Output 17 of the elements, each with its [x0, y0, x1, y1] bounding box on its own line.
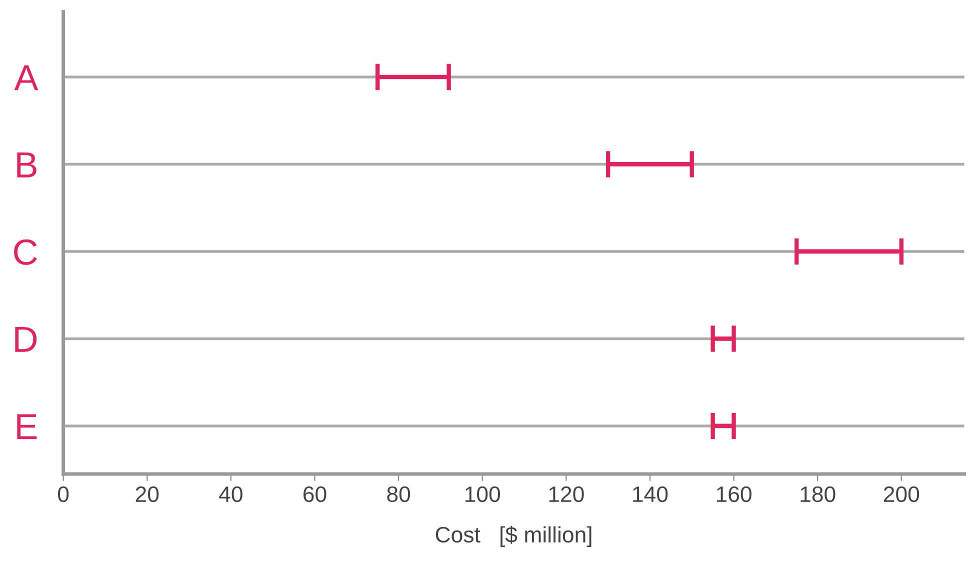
x-tick-label: 120	[549, 486, 584, 502]
x-tick-label: 80	[387, 486, 410, 502]
y-tick-label: C	[14, 239, 37, 265]
x-tick-label: 160	[716, 486, 752, 502]
y-tick-label: A	[14, 65, 38, 90]
x-tick-label: 40	[219, 486, 242, 502]
y-tick-label: E	[17, 414, 37, 440]
y-tick-label: B	[17, 152, 36, 178]
x-tick-label: 140	[633, 486, 668, 502]
x-tick-label: 60	[304, 486, 326, 502]
x-tick-label: 20	[136, 486, 159, 502]
y-tick-label: D	[15, 326, 37, 352]
x-axis-title: Cost [$ million]	[436, 526, 592, 547]
x-tick-label: 200	[884, 486, 920, 502]
x-tick-label: 0	[58, 486, 69, 502]
x-tick-label: 100	[466, 486, 500, 502]
x-tick-label: 180	[800, 486, 836, 502]
